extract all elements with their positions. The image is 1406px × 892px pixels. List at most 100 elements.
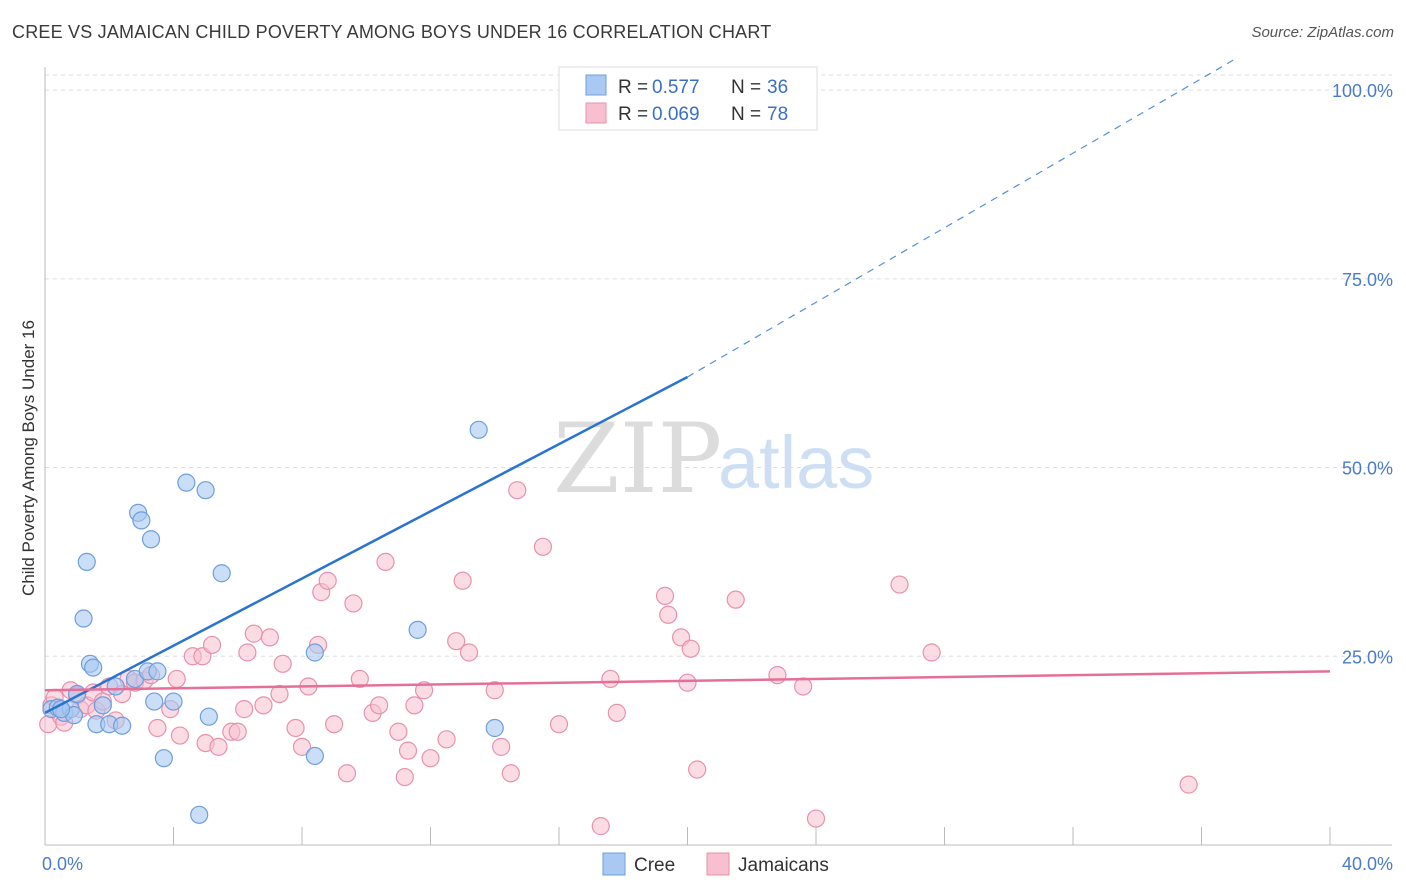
legend-swatch-jamaicans bbox=[585, 102, 607, 124]
cree-trend-line bbox=[44, 375, 689, 714]
grid-lines bbox=[45, 74, 1392, 657]
legend-cree-r-label: R = bbox=[618, 77, 648, 98]
jamaicans-point bbox=[533, 537, 553, 556]
jamaicans-point bbox=[453, 571, 472, 590]
cree-point bbox=[74, 609, 93, 628]
legend-jam-n-value: 78 bbox=[767, 104, 788, 125]
jamaicans-point bbox=[209, 737, 228, 756]
chart-title: CREE VS JAMAICAN CHILD POVERTY AMONG BOY… bbox=[12, 22, 772, 42]
jamaicans-point bbox=[768, 666, 787, 685]
jamaicans-point bbox=[549, 715, 569, 734]
jamaicans-point bbox=[447, 632, 466, 651]
jamaicans-point bbox=[337, 764, 357, 783]
x-tick-label-max: 40.0% bbox=[1342, 854, 1393, 874]
jamaicans-point bbox=[681, 639, 700, 658]
jamaicans-point bbox=[922, 643, 941, 662]
y-tick-label-100: 100.0% bbox=[1332, 81, 1393, 101]
jamaicans-point bbox=[260, 628, 279, 647]
jamaicans-point bbox=[678, 673, 697, 692]
y-tick-label-75: 75.0% bbox=[1342, 270, 1393, 290]
jamaicans-trend-line bbox=[44, 670, 1331, 692]
legend-cree-n-label: N = bbox=[731, 77, 761, 98]
jamaicans-point bbox=[235, 700, 254, 719]
jamaicans-point bbox=[170, 726, 190, 745]
jamaicans-point bbox=[395, 767, 414, 787]
jamaicans-point bbox=[688, 760, 707, 779]
trend-lines bbox=[44, 59, 1331, 714]
cree-point bbox=[84, 658, 103, 677]
jamaicans-point bbox=[270, 684, 289, 704]
jamaicans-point bbox=[318, 571, 337, 590]
jamaicans-point bbox=[350, 669, 369, 689]
jamaicans-point bbox=[806, 809, 826, 828]
jamaicans-point bbox=[202, 635, 222, 655]
legend-top: R = 0.577 N = 36 R = 0.069 N = 78 bbox=[558, 66, 818, 131]
cree-point bbox=[154, 749, 173, 768]
cree-point bbox=[132, 511, 151, 530]
legend-cree-n-value: 36 bbox=[767, 77, 788, 98]
legend-jam-r-label: R = bbox=[618, 104, 648, 125]
jamaicans-point bbox=[659, 605, 678, 624]
cree-point bbox=[305, 643, 324, 662]
cree-point bbox=[305, 746, 324, 766]
y-axis-label: Child Poverty Among Boys Under 16 bbox=[19, 320, 38, 596]
watermark: ZIP atlas bbox=[553, 403, 874, 515]
y-tick-label-50: 50.0% bbox=[1342, 459, 1393, 479]
jamaicans-point bbox=[421, 749, 440, 768]
jamaicans-point bbox=[414, 681, 434, 700]
jamaicans-point bbox=[292, 737, 312, 756]
jamaicans-point bbox=[1179, 775, 1198, 794]
cree-point bbox=[106, 677, 125, 696]
cree-point bbox=[112, 716, 132, 735]
jamaicans-point bbox=[501, 764, 520, 783]
watermark-zip: ZIP bbox=[553, 403, 722, 515]
cree-point bbox=[196, 481, 215, 500]
cree-trend-line-extension bbox=[687, 59, 1234, 378]
jamaicans-point bbox=[794, 677, 813, 696]
cree-point bbox=[164, 692, 183, 711]
jamaicans-point bbox=[228, 722, 247, 741]
jamaicans-point bbox=[405, 696, 424, 715]
y-tick-labels: 25.0% 50.0% 75.0% 100.0% bbox=[1332, 81, 1393, 667]
cree-points bbox=[42, 80, 697, 824]
jamaicans-point bbox=[601, 669, 620, 689]
jamaicans-point bbox=[254, 696, 273, 715]
cree-point bbox=[190, 805, 209, 824]
jamaicans-point bbox=[244, 624, 263, 643]
jamaicans-point bbox=[376, 552, 395, 572]
cree-point bbox=[408, 620, 427, 639]
cree-point bbox=[199, 707, 218, 726]
cree-point bbox=[485, 718, 504, 738]
jamaicans-point bbox=[655, 586, 675, 605]
bottom-legend-jamaicans: Jamaicans bbox=[738, 855, 829, 876]
watermark-atlas: atlas bbox=[718, 421, 874, 504]
jamaicans-point bbox=[485, 681, 504, 700]
bottom-legend-cree: Cree bbox=[634, 855, 675, 876]
jamaicans-point bbox=[890, 575, 909, 594]
cree-point bbox=[177, 473, 196, 492]
jamaicans-point bbox=[389, 722, 408, 741]
jamaicans-points bbox=[39, 481, 1198, 836]
jamaicans-point bbox=[273, 654, 292, 673]
jamaicans-point bbox=[344, 594, 363, 613]
jamaicans-point bbox=[437, 730, 456, 749]
legend-jam-r-value: 0.069 bbox=[652, 104, 700, 125]
jamaicans-point bbox=[148, 718, 167, 738]
legend-jam-n-label: N = bbox=[731, 104, 761, 125]
cree-point bbox=[469, 420, 488, 439]
chart-source: Source: ZipAtlas.com bbox=[1251, 24, 1394, 41]
jamaicans-point bbox=[726, 590, 745, 609]
cree-point bbox=[77, 552, 96, 572]
jamaicans-point bbox=[286, 718, 305, 738]
jamaicans-point bbox=[167, 669, 186, 689]
jamaicans-point bbox=[398, 741, 418, 760]
legend-bottom: Cree Jamaicans bbox=[602, 852, 829, 876]
jamaicans-point bbox=[591, 817, 610, 836]
cree-point bbox=[93, 696, 112, 715]
jamaicans-point bbox=[459, 643, 479, 662]
x-tick-label-min: 0.0% bbox=[42, 854, 83, 874]
legend-cree-r-value: 0.577 bbox=[652, 77, 700, 98]
legend-swatch-cree bbox=[585, 74, 607, 96]
bottom-legend-swatch-jamaicans bbox=[706, 852, 730, 876]
